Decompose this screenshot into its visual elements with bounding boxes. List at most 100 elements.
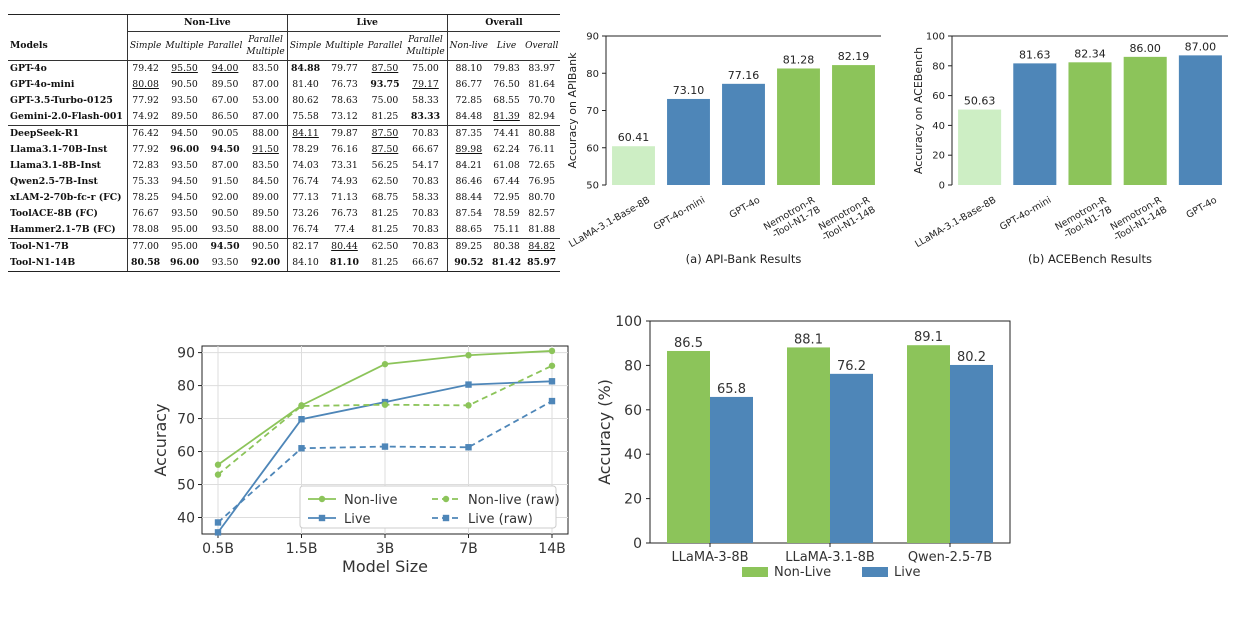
score-cell: 79.77 [323,60,366,77]
score-cell: 79.42 [126,60,164,77]
table-column-header: Parallel [367,41,403,51]
score-cell: 89.25 [446,238,490,255]
y-tick-label: 90 [177,346,195,362]
results-table-panel: Non-Live Live Overall Models Simple Multiple P… [8,14,561,272]
y-tick-label: 80 [932,61,945,72]
score-cell: 80.62 [286,93,324,109]
table-row: GPT-4o 79.42 95.50 94.00 83.50 84.88 79.77 87.5… [8,60,561,77]
score-cell: 70.83 [404,125,448,142]
score-cell: 81.40 [286,77,324,93]
bar-value-label: 89.1 [914,330,943,345]
score-cell: 80.38 [489,238,524,255]
score-cell: 87.50 [365,125,405,142]
score-cell: 53.00 [252,95,279,106]
score-cell: 84.11 [286,125,324,142]
score-cell: 74.41 [489,125,524,142]
data-point [381,401,389,408]
score-cell: 96.00 [163,255,206,272]
score-cell: 83.97 [523,60,561,77]
table-group-header: Live [286,14,448,32]
score-cell: 56.25 [371,160,399,171]
table-column-header: Multiple [325,41,364,51]
score-cell: 89.50 [211,79,239,90]
table-column-header: Overall [525,41,559,51]
table-row: xLAM-2-70b-fc-r (FC) 78.25 94.50 92.00 89.00… [8,190,560,206]
chart-caption: (b) ACEBench Results [1028,252,1152,266]
bar [958,109,1002,185]
x-tick-label: 14B [538,541,565,557]
score-cell: 87.50 [365,60,405,77]
score-cell: 67.44 [493,176,520,187]
score-cell: 96.00 [169,144,200,155]
score-cell: 78.25 [126,190,164,206]
api-bank-chart: 50 60 70 80 90 Accuracy on APIBank 60.41 LLaMA-… [566,32,881,266]
bar [950,364,993,543]
table-row: Hammer2.1-7B (FC) 78.08 95.00 93.50 88.00 76.… [8,222,560,239]
bar [667,350,710,543]
legend-label: Live (raw) [468,512,533,527]
score-cell: 82.57 [528,208,556,219]
bar [777,68,820,185]
table-row: Tool-N1-14B 80.58 96.00 93.50 92.00 84.10 81.1… [8,255,561,272]
score-cell: 87.00 [252,111,279,122]
score-cell: 58.33 [412,192,439,203]
score-cell: 76.50 [493,79,520,90]
score-cell: 74.92 [126,109,164,126]
bar [832,65,875,185]
x-tick-label: GPT-4o-mini [652,195,707,233]
score-cell: 77.4 [334,224,355,235]
score-cell: 61.08 [493,160,520,171]
score-cell: 66.67 [404,255,448,272]
bar [1123,56,1167,185]
score-cell: 95.00 [171,224,198,235]
score-cell: 81.39 [493,111,520,122]
model-name-cell: xLAM-2-70b-fc-r (FC) [10,192,122,203]
y-tick-label: 60 [624,403,642,419]
score-cell: 87.00 [211,160,239,171]
data-point [548,397,556,405]
bar [710,396,753,543]
score-cell: 79.83 [489,60,524,77]
data-point [465,402,472,409]
model-name-cell: Tool-N1-14B [8,255,128,272]
model-name-cell: Llama3.1-8B-Inst [10,160,101,171]
score-cell: 84.21 [446,158,490,174]
bar-value-label: 50.63 [964,95,996,108]
score-cell: 72.85 [446,93,490,109]
score-cell: 93.50 [171,208,198,219]
bar [787,347,830,543]
score-cell: 83.33 [410,111,441,122]
score-cell: 93.50 [211,224,239,235]
score-cell: 86.46 [446,174,490,190]
score-cell: 94.50 [205,238,245,255]
table-row: Gemini-2.0-Flash-001 74.92 89.50 86.50 87.00… [8,109,560,126]
y-tick-label: 100 [926,32,945,43]
x-tick-label: 7B [459,541,478,557]
score-cell: 72.83 [126,158,164,174]
score-cell: 81.42 [489,255,524,272]
bar [667,98,710,185]
score-cell: 81.25 [365,255,405,272]
score-cell: 76.16 [331,144,358,155]
legend-swatch [862,567,888,577]
score-cell: 78.59 [493,208,520,219]
x-tick-label-group: GPT-4o [1185,195,1220,221]
data-point [381,443,389,450]
y-axis-title: Accuracy on APIBank [566,52,579,169]
score-cell: 75.00 [404,60,448,77]
x-tick-label: GPT-4o [1185,195,1220,221]
y-tick-label: 70 [586,106,599,117]
score-cell: 87.35 [446,125,490,142]
x-tick-label: LLaMA-3.1-8B [785,550,875,565]
legend-label: Live [344,512,371,527]
bar-value-label: 60.41 [618,131,650,144]
data-point [298,416,305,423]
x-tick-label: 1.5B [286,541,318,557]
y-tick-label: 20 [624,492,642,508]
table-column-header: Multiple [165,41,204,51]
table-column-header: Simple [126,31,164,61]
score-cell: 62.24 [493,144,520,155]
score-cell: 92.00 [211,192,239,203]
score-cell: 84.48 [446,109,490,126]
bar [1068,62,1112,185]
